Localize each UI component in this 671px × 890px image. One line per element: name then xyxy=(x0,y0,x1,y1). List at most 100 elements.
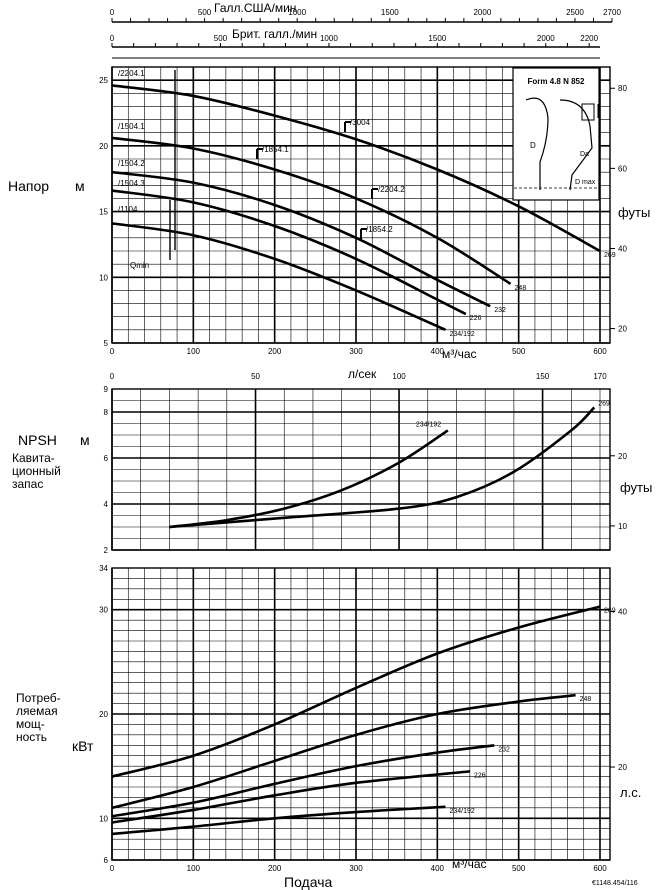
frame-power xyxy=(111,567,611,861)
series-label: 232 xyxy=(494,307,506,314)
y-tick-label: 20 xyxy=(99,142,108,151)
top-axis-title-brit: Брит. галл./мин xyxy=(232,27,318,41)
inset-shape xyxy=(581,103,595,121)
right-tick-label: 20 xyxy=(618,763,627,772)
x-tick-label: 50 xyxy=(251,372,260,381)
top-axis-title-us: Галл.США/мин xyxy=(214,1,297,15)
x-tick-label: 200 xyxy=(268,347,282,356)
series-line-head xyxy=(111,170,491,308)
x-tick-label: 500 xyxy=(512,347,526,356)
series-line-power xyxy=(111,743,495,818)
x-tick-label: 300 xyxy=(349,864,363,873)
inset-shape xyxy=(525,97,549,190)
impeller-flag xyxy=(371,188,378,199)
x-tick-label: 0 xyxy=(110,347,115,356)
impeller-label: Qmin xyxy=(130,261,149,270)
impeller-label: /1104 xyxy=(118,205,138,214)
y-tick-label: 8 xyxy=(104,408,109,417)
frame-npsh xyxy=(111,388,611,551)
inset-shape xyxy=(559,99,593,191)
power-xunit: м³/час xyxy=(452,857,487,871)
y-tick-label: 20 xyxy=(99,710,108,719)
top-axis-us-label: 1000 xyxy=(288,8,306,17)
top-axis-brit-label: 2200 xyxy=(580,34,598,43)
x-tick-label: 0 xyxy=(110,864,115,873)
series-line-power xyxy=(111,693,576,810)
y-tick-label: 6 xyxy=(104,454,109,463)
x-tick-label: 600 xyxy=(593,864,607,873)
y-tick-label: 34 xyxy=(99,564,108,573)
top-axis-brit-label: 500 xyxy=(214,34,228,43)
inset-frame xyxy=(512,67,600,201)
y-tick-label: 4 xyxy=(104,500,109,509)
power-yunit: кВт xyxy=(72,738,94,754)
x-tick-label: 200 xyxy=(268,864,282,873)
npsh-xlabel-top: л/сек xyxy=(348,367,377,381)
series-label: 232 xyxy=(498,746,510,753)
series-line-head xyxy=(111,222,446,332)
head-xunit: м³/час xyxy=(442,347,477,361)
series-label: 248 xyxy=(580,696,592,703)
top-axis-us-label: 0 xyxy=(110,8,115,17)
impeller-label: /1854.2 xyxy=(366,225,393,234)
right-tick-label: 20 xyxy=(618,325,627,334)
right-tick-label: 10 xyxy=(618,522,627,531)
x-tick-label: 170 xyxy=(593,372,607,381)
top-axis-brit-label: 1000 xyxy=(320,34,338,43)
series-label: 269 xyxy=(604,252,616,259)
top-axis-us-label: 1500 xyxy=(381,8,399,17)
y-tick-label: 10 xyxy=(99,814,108,823)
right-tick-label: 80 xyxy=(618,84,627,93)
inset-title: Form 4.8 N 852 xyxy=(528,77,585,86)
series-label: 226 xyxy=(474,772,486,779)
series-label: 248 xyxy=(515,285,527,292)
impeller-flag xyxy=(344,121,351,132)
right-tick-label: 40 xyxy=(618,608,627,617)
top-axis-us-label: 2700 xyxy=(603,8,621,17)
series-line-head xyxy=(111,136,512,285)
top-axis-us-label: 2500 xyxy=(566,8,584,17)
top-axis-brit-label: 1500 xyxy=(428,34,446,43)
impeller-label: /3004 xyxy=(350,118,371,127)
power-yunit-right: л.с. xyxy=(620,785,642,800)
series-label: 226 xyxy=(470,315,482,322)
top-axis-us-label: 2000 xyxy=(473,8,491,17)
frame-head xyxy=(111,66,611,344)
footer-code: €1148.454/116 xyxy=(592,880,638,887)
right-tick-label: 20 xyxy=(618,452,627,461)
inset-label-Dmax: D max xyxy=(575,179,596,186)
npsh-yunit-right: футы xyxy=(620,480,653,495)
x-tick-label: 300 xyxy=(349,347,363,356)
series-label: 234/192 xyxy=(449,331,474,338)
x-tick-label: 100 xyxy=(187,864,201,873)
series-label: 269 xyxy=(604,608,616,615)
top-axis-brit-label: 2000 xyxy=(537,34,555,43)
npsh-ylabel2: Кавита- ционный запас xyxy=(12,451,61,491)
impeller-label: /1504.3 xyxy=(118,179,145,188)
y-tick-label: 10 xyxy=(99,273,108,282)
impeller-label: /2204.2 xyxy=(378,185,405,194)
top-axis-us-label: 500 xyxy=(198,8,212,17)
x-tick-label: 600 xyxy=(593,347,607,356)
impeller-inset xyxy=(512,67,600,201)
npsh-yunit: м xyxy=(80,432,90,448)
head-yunit: м xyxy=(75,178,85,194)
impeller-flag xyxy=(256,148,263,159)
series-line-npsh xyxy=(169,406,596,529)
impeller-label: /1854.1 xyxy=(262,145,289,154)
right-tick-label: 60 xyxy=(618,164,627,173)
series-line-power xyxy=(111,605,601,778)
y-tick-label: 5 xyxy=(104,339,109,348)
series-line-npsh xyxy=(169,429,449,529)
y-tick-label: 30 xyxy=(99,606,108,615)
x-tick-label: 500 xyxy=(512,864,526,873)
impeller-label: /2204.1 xyxy=(118,69,145,78)
power-xlabel: Подача xyxy=(284,874,333,890)
y-tick-label: 6 xyxy=(104,856,109,865)
y-tick-label: 25 xyxy=(99,76,108,85)
x-tick-label: 100 xyxy=(392,372,406,381)
x-tick-label: 150 xyxy=(536,372,550,381)
right-tick-label: 40 xyxy=(618,244,627,253)
series-label: 269 xyxy=(598,400,610,407)
